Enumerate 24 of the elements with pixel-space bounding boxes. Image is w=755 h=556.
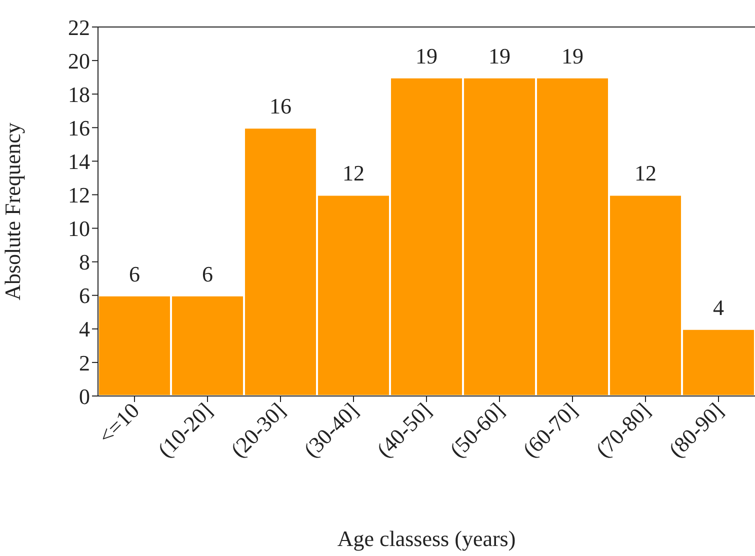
y-axis-title: Absolute Frequency — [0, 122, 25, 300]
y-tick-label: 20 — [68, 48, 90, 74]
data-label: 6 — [202, 261, 213, 286]
y-tick-label: 10 — [68, 216, 90, 242]
y-tick-label: 22 — [68, 14, 90, 40]
y-tick-label: 14 — [68, 148, 90, 174]
y-tick-label: 0 — [79, 384, 90, 409]
y-tick-label: 18 — [68, 82, 90, 107]
y-tick-label: 2 — [79, 350, 90, 376]
data-label: 19 — [488, 43, 510, 68]
data-label: 6 — [129, 261, 140, 286]
x-tick-label: <=10 — [93, 398, 144, 449]
y-tick-label: 16 — [68, 115, 90, 140]
x-axis-title: Age classess (years) — [337, 526, 516, 551]
data-label: 12 — [342, 160, 364, 186]
y-tick-label: 6 — [79, 283, 90, 308]
data-label: 12 — [634, 160, 656, 186]
y-tick-label: 8 — [79, 250, 90, 275]
data-label: 16 — [270, 94, 292, 119]
data-label: 4 — [713, 294, 724, 320]
y-tick-label: 12 — [68, 182, 90, 208]
data-label: 19 — [562, 43, 584, 68]
y-tick-label: 4 — [79, 316, 90, 342]
data-label: 19 — [416, 43, 438, 68]
